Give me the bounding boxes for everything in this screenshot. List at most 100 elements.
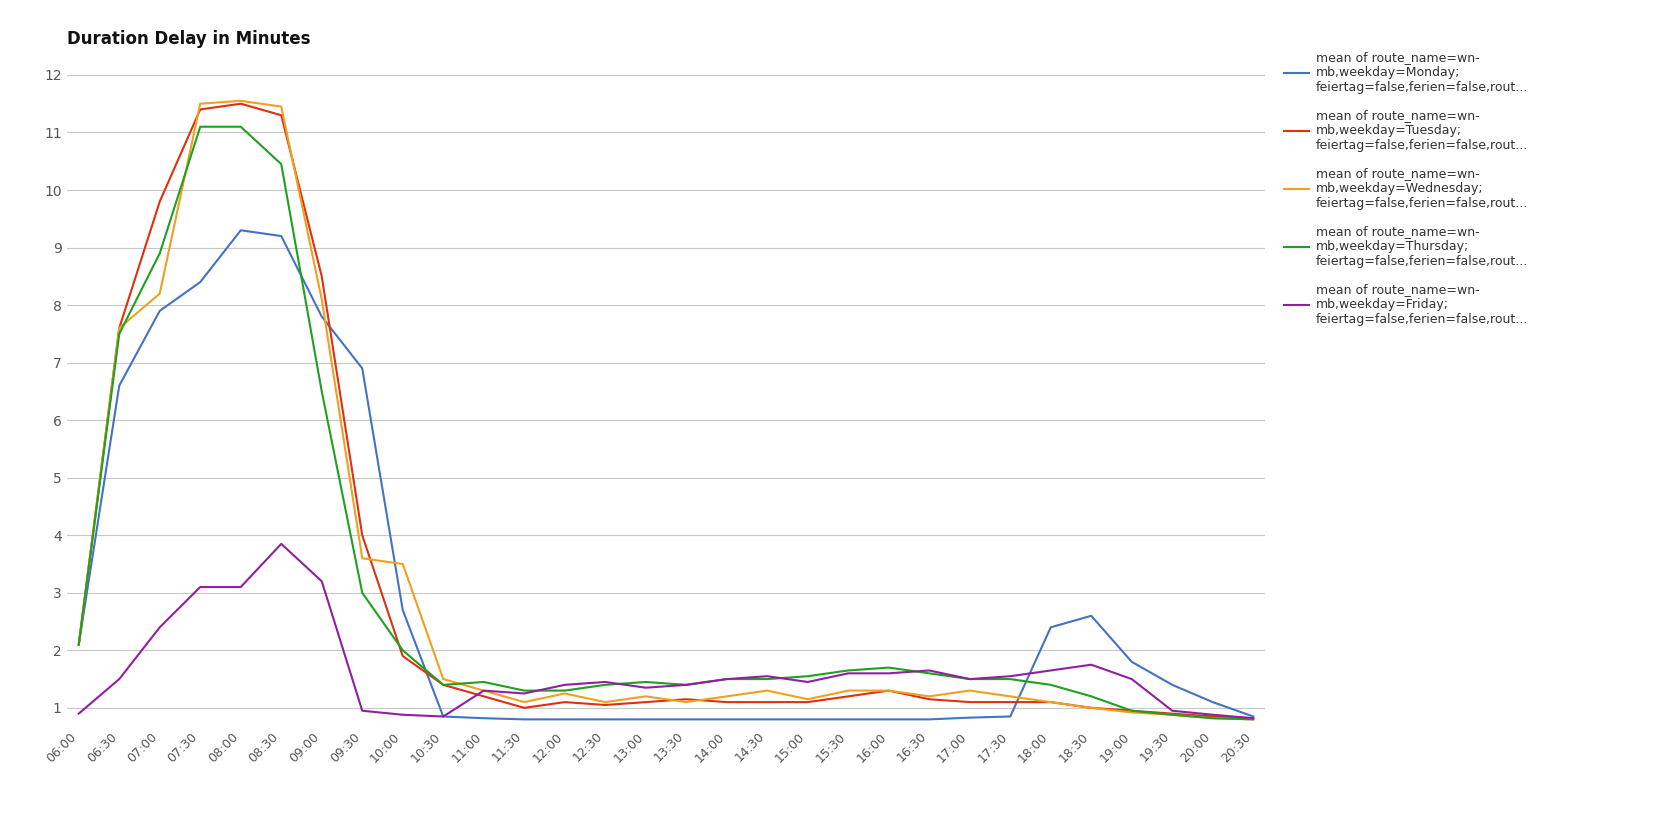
mean of route_name=wn-
mb,weekday=Monday;
feiertag=false,ferien=false,rout... (797, 714, 817, 724)
mean of route_name=wn-
mb,weekday=Thursday;
feiertag=false,ferien=false,rout... (1040, 680, 1060, 690)
mean of route_name=wn-
mb,weekday=Wednesday;
feiertag=false,ferien=false,rout... (474, 686, 494, 695)
Line: mean of route_name=wn-
mb,weekday=Tuesday;
feiertag=false,ferien=false,rout...: mean of route_name=wn- mb,weekday=Tuesda… (78, 104, 1253, 719)
mean of route_name=wn-
mb,weekday=Wednesday;
feiertag=false,ferien=false,rout... (1122, 708, 1142, 718)
mean of route_name=wn-
mb,weekday=Wednesday;
feiertag=false,ferien=false,rout... (231, 96, 251, 105)
mean of route_name=wn-
mb,weekday=Thursday;
feiertag=false,ferien=false,rout... (1000, 674, 1020, 684)
mean of route_name=wn-
mb,weekday=Wednesday;
feiertag=false,ferien=false,rout... (837, 686, 857, 695)
mean of route_name=wn-
mb,weekday=Tuesday;
feiertag=false,ferien=false,rout... (1122, 706, 1142, 716)
mean of route_name=wn-
mb,weekday=Thursday;
feiertag=false,ferien=false,rout... (110, 329, 130, 339)
mean of route_name=wn-
mb,weekday=Tuesday;
feiertag=false,ferien=false,rout... (393, 651, 413, 661)
mean of route_name=wn-
mb,weekday=Wednesday;
feiertag=false,ferien=false,rout... (110, 323, 130, 333)
mean of route_name=wn-
mb,weekday=Friday;
feiertag=false,ferien=false,rout... (1243, 714, 1263, 723)
mean of route_name=wn-
mb,weekday=Friday;
feiertag=false,ferien=false,rout... (797, 677, 817, 687)
mean of route_name=wn-
mb,weekday=Friday;
feiertag=false,ferien=false,rout... (676, 680, 696, 690)
mean of route_name=wn-
mb,weekday=Friday;
feiertag=false,ferien=false,rout... (474, 686, 494, 695)
mean of route_name=wn-
mb,weekday=Wednesday;
feiertag=false,ferien=false,rout... (353, 554, 373, 564)
mean of route_name=wn-
mb,weekday=Thursday;
feiertag=false,ferien=false,rout... (554, 686, 574, 695)
mean of route_name=wn-
mb,weekday=Tuesday;
feiertag=false,ferien=false,rout... (150, 197, 170, 207)
mean of route_name=wn-
mb,weekday=Friday;
feiertag=false,ferien=false,rout... (1040, 666, 1060, 676)
mean of route_name=wn-
mb,weekday=Tuesday;
feiertag=false,ferien=false,rout... (1161, 709, 1181, 719)
mean of route_name=wn-
mb,weekday=Thursday;
feiertag=false,ferien=false,rout... (676, 680, 696, 690)
mean of route_name=wn-
mb,weekday=Thursday;
feiertag=false,ferien=false,rout... (958, 674, 978, 684)
mean of route_name=wn-
mb,weekday=Tuesday;
feiertag=false,ferien=false,rout... (919, 695, 938, 705)
mean of route_name=wn-
mb,weekday=Thursday;
feiertag=false,ferien=false,rout... (514, 686, 534, 695)
mean of route_name=wn-
mb,weekday=Monday;
feiertag=false,ferien=false,rout... (474, 714, 494, 723)
mean of route_name=wn-
mb,weekday=Tuesday;
feiertag=false,ferien=false,rout... (1000, 697, 1020, 707)
mean of route_name=wn-
mb,weekday=Wednesday;
feiertag=false,ferien=false,rout... (958, 686, 978, 695)
mean of route_name=wn-
mb,weekday=Wednesday;
feiertag=false,ferien=false,rout... (68, 639, 88, 649)
mean of route_name=wn-
mb,weekday=Wednesday;
feiertag=false,ferien=false,rout... (1243, 714, 1263, 724)
mean of route_name=wn-
mb,weekday=Friday;
feiertag=false,ferien=false,rout... (636, 683, 656, 693)
mean of route_name=wn-
mb,weekday=Tuesday;
feiertag=false,ferien=false,rout... (676, 695, 696, 705)
mean of route_name=wn-
mb,weekday=Friday;
feiertag=false,ferien=false,rout... (353, 706, 373, 716)
mean of route_name=wn-
mb,weekday=Thursday;
feiertag=false,ferien=false,rout... (190, 122, 210, 132)
mean of route_name=wn-
mb,weekday=Monday;
feiertag=false,ferien=false,rout... (837, 714, 857, 724)
mean of route_name=wn-
mb,weekday=Monday;
feiertag=false,ferien=false,rout... (958, 713, 978, 723)
mean of route_name=wn-
mb,weekday=Friday;
feiertag=false,ferien=false,rout... (958, 674, 978, 684)
mean of route_name=wn-
mb,weekday=Tuesday;
feiertag=false,ferien=false,rout... (311, 271, 331, 281)
mean of route_name=wn-
mb,weekday=Monday;
feiertag=false,ferien=false,rout... (1243, 712, 1263, 722)
mean of route_name=wn-
mb,weekday=Monday;
feiertag=false,ferien=false,rout... (110, 381, 130, 391)
mean of route_name=wn-
mb,weekday=Tuesday;
feiertag=false,ferien=false,rout... (716, 697, 735, 707)
mean of route_name=wn-
mb,weekday=Monday;
feiertag=false,ferien=false,rout... (919, 714, 938, 724)
mean of route_name=wn-
mb,weekday=Thursday;
feiertag=false,ferien=false,rout... (1122, 706, 1142, 716)
Line: mean of route_name=wn-
mb,weekday=Wednesday;
feiertag=false,ferien=false,rout...: mean of route_name=wn- mb,weekday=Wednes… (78, 101, 1253, 719)
mean of route_name=wn-
mb,weekday=Friday;
feiertag=false,ferien=false,rout... (1201, 709, 1221, 719)
mean of route_name=wn-
mb,weekday=Monday;
feiertag=false,ferien=false,rout... (1000, 712, 1020, 722)
mean of route_name=wn-
mb,weekday=Wednesday;
feiertag=false,ferien=false,rout... (433, 674, 453, 684)
Text: Duration Delay in Minutes: Duration Delay in Minutes (67, 30, 310, 48)
mean of route_name=wn-
mb,weekday=Tuesday;
feiertag=false,ferien=false,rout... (474, 691, 494, 701)
mean of route_name=wn-
mb,weekday=Friday;
feiertag=false,ferien=false,rout... (311, 576, 331, 586)
mean of route_name=wn-
mb,weekday=Wednesday;
feiertag=false,ferien=false,rout... (879, 686, 899, 695)
mean of route_name=wn-
mb,weekday=Wednesday;
feiertag=false,ferien=false,rout... (393, 559, 413, 569)
mean of route_name=wn-
mb,weekday=Monday;
feiertag=false,ferien=false,rout... (716, 714, 735, 724)
mean of route_name=wn-
mb,weekday=Friday;
feiertag=false,ferien=false,rout... (716, 674, 735, 684)
mean of route_name=wn-
mb,weekday=Friday;
feiertag=false,ferien=false,rout... (1161, 706, 1181, 716)
mean of route_name=wn-
mb,weekday=Monday;
feiertag=false,ferien=false,rout... (879, 714, 899, 724)
mean of route_name=wn-
mb,weekday=Monday;
feiertag=false,ferien=false,rout... (1161, 680, 1181, 690)
mean of route_name=wn-
mb,weekday=Monday;
feiertag=false,ferien=false,rout... (514, 714, 534, 724)
mean of route_name=wn-
mb,weekday=Wednesday;
feiertag=false,ferien=false,rout... (190, 99, 210, 109)
Line: mean of route_name=wn-
mb,weekday=Thursday;
feiertag=false,ferien=false,rout...: mean of route_name=wn- mb,weekday=Thursd… (78, 127, 1253, 719)
mean of route_name=wn-
mb,weekday=Friday;
feiertag=false,ferien=false,rout... (68, 709, 88, 719)
mean of route_name=wn-
mb,weekday=Tuesday;
feiertag=false,ferien=false,rout... (1201, 712, 1221, 722)
mean of route_name=wn-
mb,weekday=Friday;
feiertag=false,ferien=false,rout... (1122, 674, 1142, 684)
mean of route_name=wn-
mb,weekday=Tuesday;
feiertag=false,ferien=false,rout... (433, 680, 453, 690)
mean of route_name=wn-
mb,weekday=Wednesday;
feiertag=false,ferien=false,rout... (797, 695, 817, 705)
mean of route_name=wn-
mb,weekday=Friday;
feiertag=false,ferien=false,rout... (514, 689, 534, 699)
mean of route_name=wn-
mb,weekday=Thursday;
feiertag=false,ferien=false,rout... (636, 677, 656, 687)
mean of route_name=wn-
mb,weekday=Friday;
feiertag=false,ferien=false,rout... (596, 677, 616, 687)
mean of route_name=wn-
mb,weekday=Monday;
feiertag=false,ferien=false,rout... (1201, 697, 1221, 707)
mean of route_name=wn-
mb,weekday=Thursday;
feiertag=false,ferien=false,rout... (150, 248, 170, 258)
mean of route_name=wn-
mb,weekday=Monday;
feiertag=false,ferien=false,rout... (596, 714, 616, 724)
mean of route_name=wn-
mb,weekday=Tuesday;
feiertag=false,ferien=false,rout... (514, 703, 534, 713)
mean of route_name=wn-
mb,weekday=Tuesday;
feiertag=false,ferien=false,rout... (554, 697, 574, 707)
mean of route_name=wn-
mb,weekday=Thursday;
feiertag=false,ferien=false,rout... (68, 639, 88, 649)
mean of route_name=wn-
mb,weekday=Thursday;
feiertag=false,ferien=false,rout... (1243, 714, 1263, 724)
mean of route_name=wn-
mb,weekday=Tuesday;
feiertag=false,ferien=false,rout... (68, 639, 88, 649)
mean of route_name=wn-
mb,weekday=Monday;
feiertag=false,ferien=false,rout... (271, 231, 291, 241)
mean of route_name=wn-
mb,weekday=Tuesday;
feiertag=false,ferien=false,rout... (879, 686, 899, 695)
mean of route_name=wn-
mb,weekday=Thursday;
feiertag=false,ferien=false,rout... (271, 159, 291, 169)
mean of route_name=wn-
mb,weekday=Tuesday;
feiertag=false,ferien=false,rout... (110, 323, 130, 333)
mean of route_name=wn-
mb,weekday=Wednesday;
feiertag=false,ferien=false,rout... (311, 294, 331, 304)
mean of route_name=wn-
mb,weekday=Friday;
feiertag=false,ferien=false,rout... (190, 582, 210, 592)
mean of route_name=wn-
mb,weekday=Friday;
feiertag=false,ferien=false,rout... (271, 539, 291, 549)
mean of route_name=wn-
mb,weekday=Tuesday;
feiertag=false,ferien=false,rout... (958, 697, 978, 707)
mean of route_name=wn-
mb,weekday=Wednesday;
feiertag=false,ferien=false,rout... (676, 697, 696, 707)
mean of route_name=wn-
mb,weekday=Friday;
feiertag=false,ferien=false,rout... (150, 622, 170, 632)
mean of route_name=wn-
mb,weekday=Friday;
feiertag=false,ferien=false,rout... (1080, 660, 1100, 670)
mean of route_name=wn-
mb,weekday=Monday;
feiertag=false,ferien=false,rout... (1122, 657, 1142, 667)
mean of route_name=wn-
mb,weekday=Wednesday;
feiertag=false,ferien=false,rout... (1000, 691, 1020, 701)
mean of route_name=wn-
mb,weekday=Monday;
feiertag=false,ferien=false,rout... (1080, 611, 1100, 620)
mean of route_name=wn-
mb,weekday=Thursday;
feiertag=false,ferien=false,rout... (311, 386, 331, 396)
mean of route_name=wn-
mb,weekday=Tuesday;
feiertag=false,ferien=false,rout... (1040, 697, 1060, 707)
mean of route_name=wn-
mb,weekday=Wednesday;
feiertag=false,ferien=false,rout... (1161, 709, 1181, 719)
mean of route_name=wn-
mb,weekday=Thursday;
feiertag=false,ferien=false,rout... (797, 672, 817, 681)
mean of route_name=wn-
mb,weekday=Thursday;
feiertag=false,ferien=false,rout... (716, 674, 735, 684)
mean of route_name=wn-
mb,weekday=Wednesday;
feiertag=false,ferien=false,rout... (150, 288, 170, 298)
mean of route_name=wn-
mb,weekday=Tuesday;
feiertag=false,ferien=false,rout... (231, 99, 251, 109)
mean of route_name=wn-
mb,weekday=Thursday;
feiertag=false,ferien=false,rout... (1201, 714, 1221, 723)
mean of route_name=wn-
mb,weekday=Monday;
feiertag=false,ferien=false,rout... (353, 363, 373, 373)
mean of route_name=wn-
mb,weekday=Thursday;
feiertag=false,ferien=false,rout... (474, 677, 494, 687)
